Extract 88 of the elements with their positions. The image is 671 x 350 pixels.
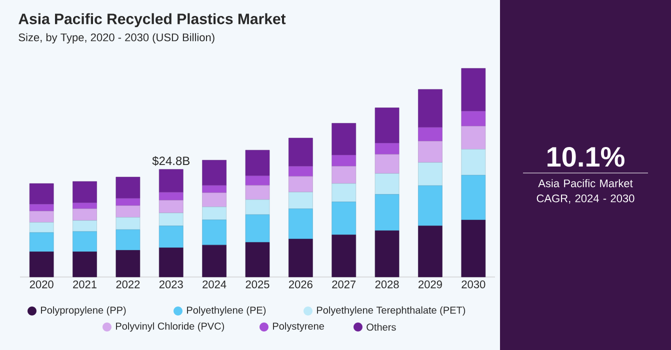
- bar: [245, 150, 270, 176]
- chart-title: Asia Pacific Recycled Plastics Market: [18, 13, 286, 28]
- bar: [116, 198, 140, 206]
- bar: [418, 226, 442, 278]
- bar: [116, 217, 140, 230]
- bar: [374, 154, 400, 174]
- bar: [29, 204, 54, 212]
- x-tick-label: 2026: [288, 280, 312, 288]
- bar: [461, 126, 486, 150]
- bar: [288, 138, 313, 166]
- bar: [374, 194, 400, 231]
- bar: [29, 210, 54, 222]
- bar: [202, 244, 226, 278]
- x-tick-label: 2022: [116, 280, 140, 288]
- bar: [288, 166, 313, 177]
- x-tick-label: 2025: [246, 280, 270, 288]
- bar: [72, 252, 97, 278]
- bar: [158, 192, 184, 200]
- bar: [374, 142, 400, 154]
- bar: [158, 226, 184, 248]
- bar: [116, 205, 140, 218]
- bar: [418, 127, 442, 142]
- bar: [418, 141, 442, 163]
- bar: [158, 169, 184, 192]
- bar: [72, 231, 97, 252]
- legend-label: Polyethylene Terephthalate (PET): [317, 306, 466, 316]
- bar: [202, 160, 226, 186]
- bar: [374, 173, 400, 195]
- bar: [332, 202, 356, 235]
- bar: [461, 110, 486, 126]
- x-tick-label: 2028: [375, 280, 399, 288]
- bar: [332, 234, 356, 278]
- legend-label: Polyethylene (PE): [187, 306, 266, 316]
- bar: [461, 220, 486, 278]
- bar: [116, 229, 140, 250]
- bar: [202, 185, 226, 193]
- text: 10.1%: [548, 146, 624, 167]
- bar: [202, 206, 226, 220]
- bar: [72, 220, 97, 232]
- bar: [418, 89, 442, 128]
- bar: [245, 242, 270, 278]
- legend-label: Polyvinyl Chloride (PVC): [116, 322, 224, 332]
- bar: [202, 220, 226, 246]
- bar: [245, 214, 270, 243]
- bar: [288, 238, 313, 278]
- bar: [158, 212, 184, 226]
- x-tick-label: 2029: [418, 280, 442, 288]
- bar: [332, 183, 356, 202]
- x-tick-label: 2024: [202, 280, 226, 288]
- bar: [158, 248, 184, 278]
- bar: [116, 176, 140, 198]
- bar: [29, 252, 54, 278]
- bar: [29, 222, 54, 233]
- bar: [288, 192, 313, 209]
- bar: [418, 185, 442, 226]
- bar: [72, 208, 97, 221]
- bar: [72, 181, 97, 203]
- bar: [245, 199, 270, 215]
- bar: [332, 123, 356, 156]
- bar: [461, 175, 486, 220]
- bar: [332, 166, 356, 184]
- text: Asia Pacific Market CAGR, 2024 - 2030: [536, 179, 634, 204]
- bar: [29, 183, 54, 204]
- x-tick-label: 2020: [30, 280, 54, 288]
- bar: [245, 185, 270, 200]
- chart-subtitle: Size, by Type, 2020 - 2030 (USD Billion): [18, 33, 214, 44]
- bar: [288, 176, 313, 192]
- bar: [332, 154, 356, 166]
- bar: [374, 230, 400, 278]
- bar: [288, 208, 313, 240]
- legend-label: Polypropylene (PP): [41, 306, 126, 316]
- annotation: $24.8B: [152, 156, 190, 166]
- x-tick-label: 2027: [332, 280, 356, 288]
- bar: [202, 192, 226, 208]
- x-tick-label: 2030: [462, 280, 486, 288]
- bar: [116, 250, 140, 278]
- legend-label: Others: [366, 323, 396, 331]
- bar: [72, 202, 97, 209]
- bar: [418, 162, 442, 186]
- legend-label: Polystyrene: [273, 322, 324, 332]
- bar: [461, 149, 486, 176]
- bar: [245, 176, 270, 186]
- bar: [158, 200, 184, 214]
- bar: [374, 108, 400, 144]
- bar: [29, 232, 54, 252]
- bar: [461, 68, 486, 112]
- x-tick-label: 2021: [73, 280, 96, 288]
- x-tick-label: 2023: [159, 280, 183, 288]
